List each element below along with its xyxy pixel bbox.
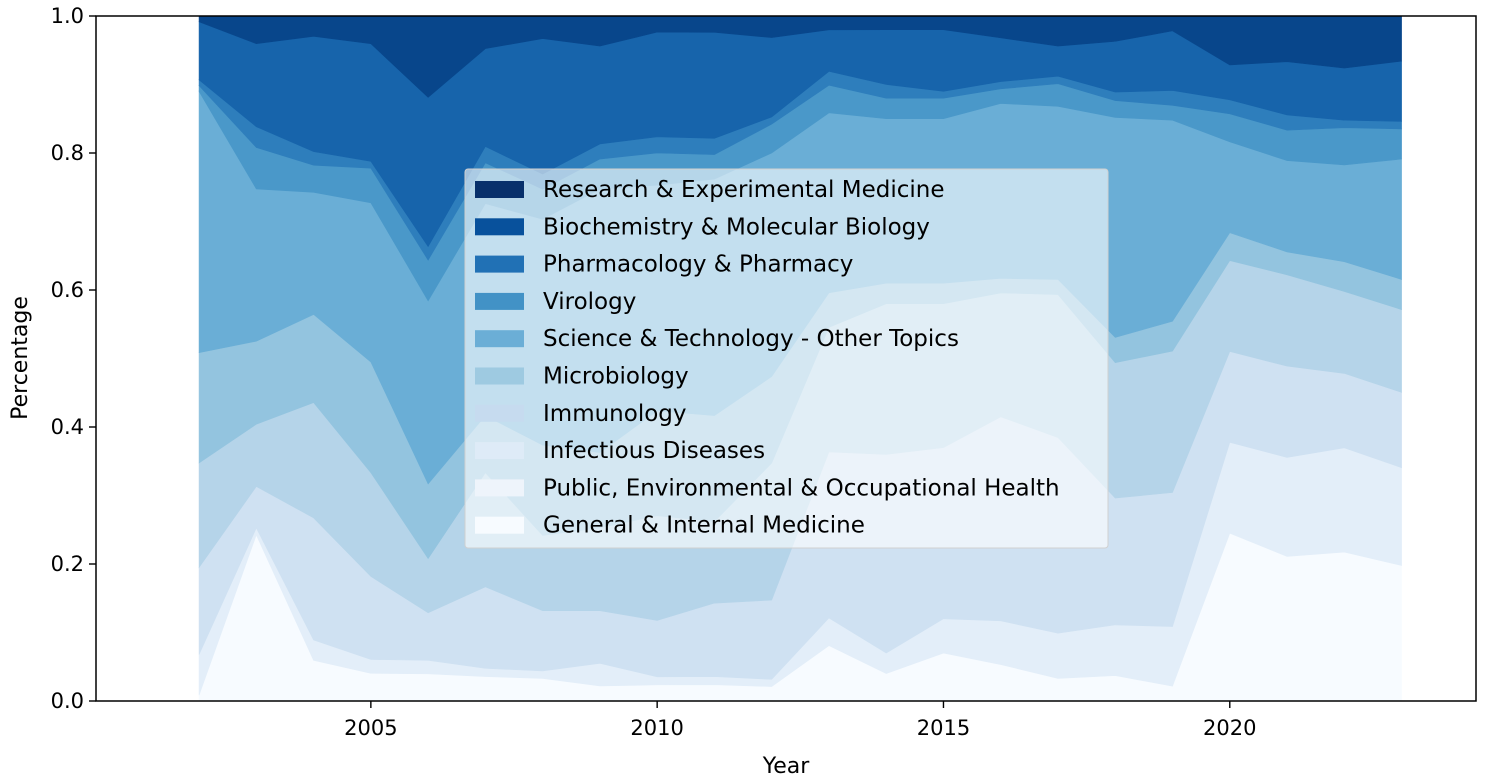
y-tick-label: 0.6 [51, 278, 84, 302]
legend: Research & Experimental Medicine Biochemi… [464, 168, 1109, 549]
legend-swatch [475, 292, 524, 310]
legend-label: Virology [543, 289, 636, 315]
legend-label: Microbiology [543, 364, 689, 390]
legend-label: Infectious Diseases [543, 438, 765, 464]
y-tick-label: 1.0 [51, 4, 84, 28]
legend-swatch [475, 367, 524, 385]
x-tick-label: 2005 [344, 716, 397, 740]
x-axis-ticks: 2005 2010 2015 2020 [344, 701, 1257, 740]
legend-label: Pharmacology & Pharmacy [543, 252, 853, 278]
legend-swatch [475, 218, 524, 236]
x-tick-label: 2010 [630, 716, 683, 740]
x-axis-title: Year [762, 754, 811, 779]
x-tick-label: 2020 [1203, 716, 1256, 740]
y-tick-label: 0.0 [51, 689, 84, 713]
legend-label: Biochemistry & Molecular Biology [543, 214, 930, 240]
legend-box [464, 168, 1109, 549]
legend-swatch [475, 404, 524, 422]
y-axis-ticks: 0.0 0.2 0.4 0.6 0.8 1.0 [51, 4, 96, 713]
legend-swatch [475, 330, 524, 348]
legend-swatch [475, 479, 524, 497]
y-tick-label: 0.4 [51, 415, 84, 439]
legend-label: Research & Experimental Medicine [543, 177, 945, 203]
y-axis-title: Percentage [8, 296, 33, 420]
legend-swatch [475, 255, 524, 273]
legend-label: General & Internal Medicine [543, 513, 865, 539]
plot-frame [95, 15, 1477, 702]
x-tick-label: 2015 [917, 716, 970, 740]
legend-swatch [475, 442, 524, 460]
legend-label: Immunology [543, 401, 687, 427]
legend-swatch [475, 181, 524, 198]
legend-label: Science & Technology - Other Topics [543, 326, 959, 352]
legend-swatch [475, 516, 524, 534]
legend-label: Public, Environmental & Occupational Hea… [543, 475, 1060, 501]
y-tick-label: 0.2 [51, 552, 84, 576]
y-tick-label: 0.8 [51, 141, 84, 165]
